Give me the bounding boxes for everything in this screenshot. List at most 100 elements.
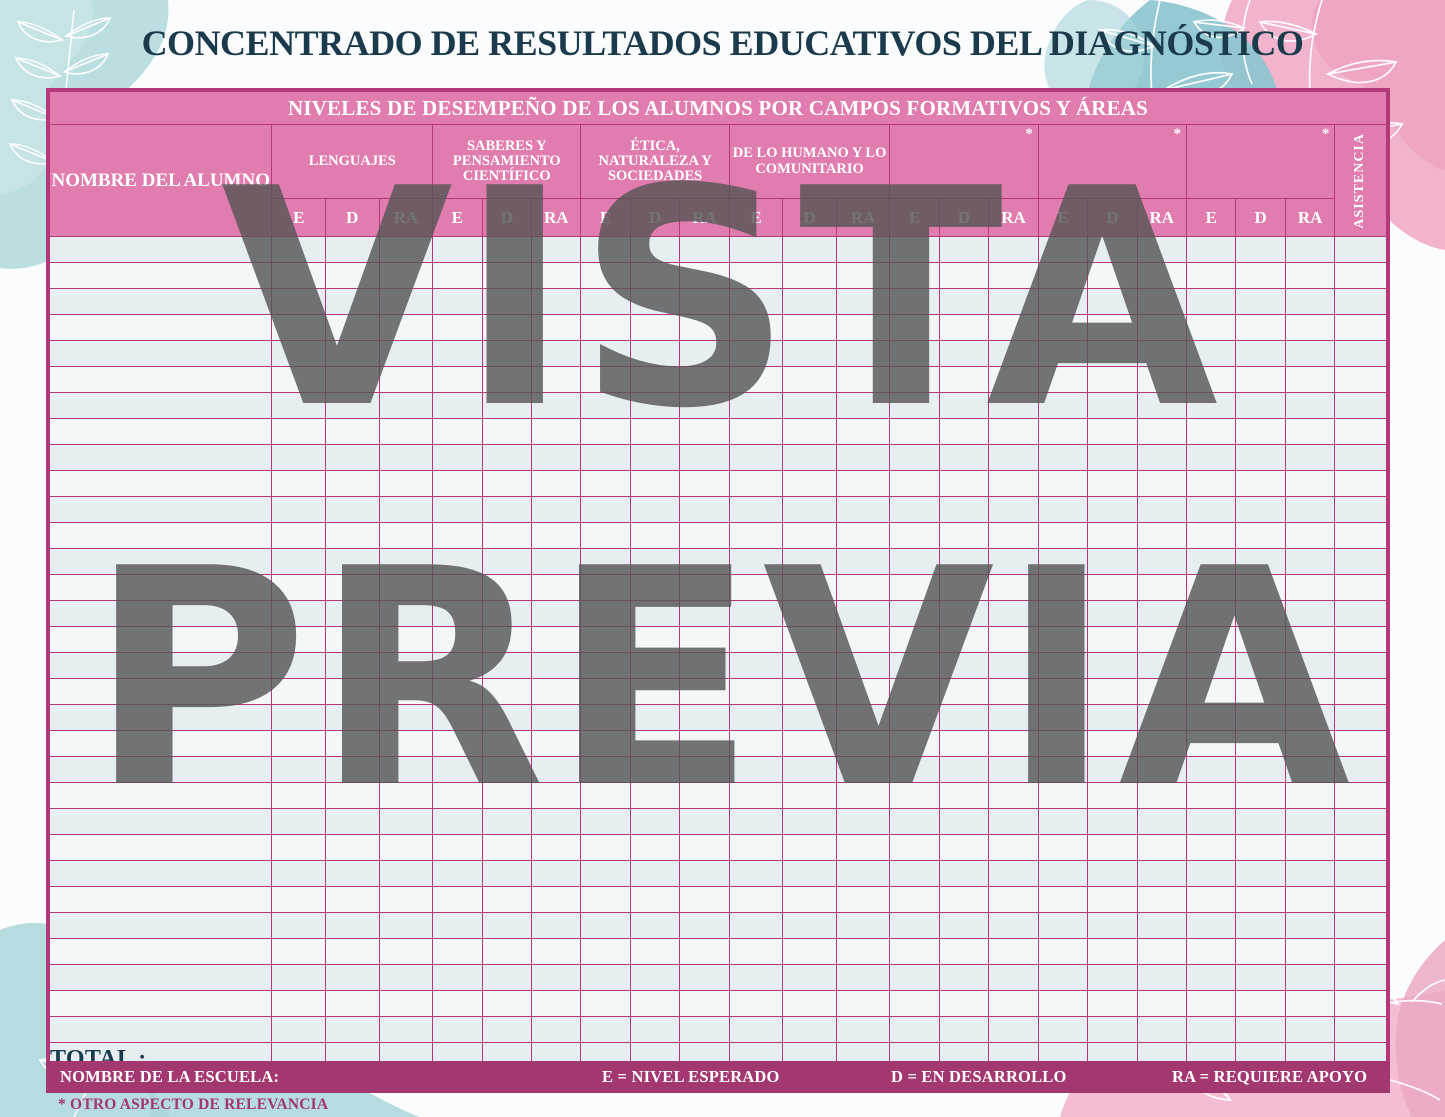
table-row[interactable] bbox=[48, 340, 1387, 367]
cell-mark[interactable] bbox=[782, 860, 837, 887]
cell-mark[interactable] bbox=[378, 392, 434, 419]
cell-mark[interactable] bbox=[1087, 782, 1138, 809]
cell-mark[interactable] bbox=[325, 938, 380, 965]
cell-mark[interactable] bbox=[1334, 756, 1387, 783]
cell-mark[interactable] bbox=[1235, 704, 1286, 731]
cell-mark[interactable] bbox=[1235, 730, 1286, 757]
cell-mark[interactable] bbox=[889, 782, 940, 809]
cell-mark[interactable] bbox=[1037, 938, 1089, 965]
cell-mark[interactable] bbox=[1186, 600, 1237, 627]
cell-mark[interactable] bbox=[1037, 522, 1089, 549]
table-row[interactable] bbox=[48, 418, 1387, 445]
cell-mark[interactable] bbox=[679, 912, 730, 939]
cell-mark[interactable] bbox=[325, 730, 380, 757]
cell-mark[interactable] bbox=[1334, 704, 1387, 731]
cell-mark[interactable] bbox=[481, 652, 533, 679]
cell-mark[interactable] bbox=[782, 574, 837, 601]
cell-mark[interactable] bbox=[889, 1016, 940, 1043]
cell-mark[interactable] bbox=[1136, 938, 1188, 965]
cell-mark[interactable] bbox=[679, 860, 730, 887]
cell-mark[interactable] bbox=[1284, 626, 1336, 653]
cell-student-name[interactable] bbox=[48, 652, 273, 679]
table-row[interactable] bbox=[48, 782, 1387, 809]
cell-mark[interactable] bbox=[1087, 600, 1138, 627]
cell-mark[interactable] bbox=[1136, 288, 1188, 315]
cell-student-name[interactable] bbox=[48, 756, 273, 783]
cell-mark[interactable] bbox=[889, 444, 940, 471]
cell-mark[interactable] bbox=[1334, 366, 1387, 393]
cell-mark[interactable] bbox=[938, 418, 990, 445]
cell-mark[interactable] bbox=[530, 548, 582, 575]
cell-mark[interactable] bbox=[988, 834, 1039, 861]
cell-mark[interactable] bbox=[988, 756, 1039, 783]
cell-mark[interactable] bbox=[432, 470, 483, 497]
cell-mark[interactable] bbox=[432, 964, 483, 991]
cell-mark[interactable] bbox=[580, 574, 631, 601]
table-row[interactable] bbox=[48, 886, 1387, 913]
cell-mark[interactable] bbox=[728, 1016, 784, 1043]
cell-mark[interactable] bbox=[889, 834, 940, 861]
cell-mark[interactable] bbox=[728, 366, 784, 393]
cell-mark[interactable] bbox=[1087, 808, 1138, 835]
cell-mark[interactable] bbox=[835, 600, 891, 627]
cell-mark[interactable] bbox=[835, 652, 891, 679]
cell-mark[interactable] bbox=[835, 938, 891, 965]
cell-mark[interactable] bbox=[530, 600, 582, 627]
cell-mark[interactable] bbox=[1235, 782, 1286, 809]
cell-mark[interactable] bbox=[1136, 262, 1188, 289]
cell-mark[interactable] bbox=[1136, 808, 1188, 835]
cell-mark[interactable] bbox=[889, 262, 940, 289]
cell-mark[interactable] bbox=[938, 886, 990, 913]
cell-mark[interactable] bbox=[728, 756, 784, 783]
cell-mark[interactable] bbox=[378, 860, 434, 887]
cell-mark[interactable] bbox=[889, 912, 940, 939]
cell-mark[interactable] bbox=[889, 314, 940, 341]
cell-mark[interactable] bbox=[629, 1016, 681, 1043]
cell-mark[interactable] bbox=[1235, 548, 1286, 575]
cell-mark[interactable] bbox=[679, 340, 730, 367]
cell-mark[interactable] bbox=[629, 808, 681, 835]
cell-mark[interactable] bbox=[1136, 366, 1188, 393]
table-row[interactable] bbox=[48, 704, 1387, 731]
cell-mark[interactable] bbox=[580, 834, 631, 861]
cell-mark[interactable] bbox=[432, 652, 483, 679]
cell-mark[interactable] bbox=[1186, 444, 1237, 471]
cell-mark[interactable] bbox=[728, 444, 784, 471]
cell-mark[interactable] bbox=[728, 548, 784, 575]
cell-mark[interactable] bbox=[1186, 574, 1237, 601]
cell-mark[interactable] bbox=[1186, 756, 1237, 783]
cell-mark[interactable] bbox=[530, 704, 582, 731]
cell-mark[interactable] bbox=[938, 782, 990, 809]
cell-mark[interactable] bbox=[1087, 756, 1138, 783]
cell-mark[interactable] bbox=[1037, 964, 1089, 991]
cell-mark[interactable] bbox=[889, 366, 940, 393]
cell-mark[interactable] bbox=[1087, 522, 1138, 549]
cell-mark[interactable] bbox=[530, 288, 582, 315]
cell-mark[interactable] bbox=[988, 392, 1039, 419]
cell-mark[interactable] bbox=[728, 496, 784, 523]
cell-mark[interactable] bbox=[271, 470, 327, 497]
cell-mark[interactable] bbox=[1037, 288, 1089, 315]
cell-mark[interactable] bbox=[938, 366, 990, 393]
cell-mark[interactable] bbox=[1334, 886, 1387, 913]
cell-mark[interactable] bbox=[988, 860, 1039, 887]
cell-mark[interactable] bbox=[782, 990, 837, 1017]
cell-mark[interactable] bbox=[530, 808, 582, 835]
cell-mark[interactable] bbox=[728, 912, 784, 939]
cell-mark[interactable] bbox=[530, 730, 582, 757]
cell-mark[interactable] bbox=[782, 340, 837, 367]
cell-mark[interactable] bbox=[889, 522, 940, 549]
cell-mark[interactable] bbox=[782, 808, 837, 835]
cell-mark[interactable] bbox=[782, 314, 837, 341]
cell-mark[interactable] bbox=[629, 782, 681, 809]
cell-mark[interactable] bbox=[1037, 652, 1089, 679]
cell-mark[interactable] bbox=[580, 340, 631, 367]
cell-mark[interactable] bbox=[1136, 496, 1188, 523]
cell-mark[interactable] bbox=[988, 340, 1039, 367]
cell-mark[interactable] bbox=[432, 444, 483, 471]
cell-mark[interactable] bbox=[1136, 600, 1188, 627]
cell-mark[interactable] bbox=[325, 886, 380, 913]
cell-mark[interactable] bbox=[271, 574, 327, 601]
cell-mark[interactable] bbox=[889, 340, 940, 367]
cell-mark[interactable] bbox=[1284, 912, 1336, 939]
